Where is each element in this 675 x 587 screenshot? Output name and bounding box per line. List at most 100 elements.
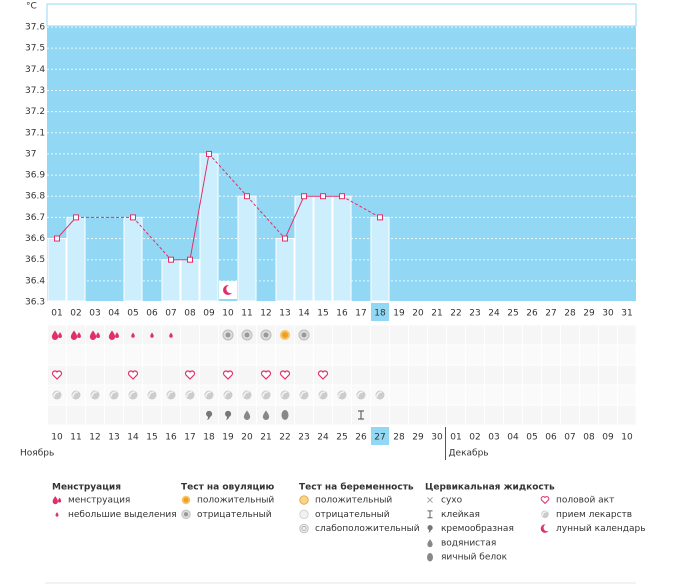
temperature-point <box>187 256 193 263</box>
temperature-bar <box>313 195 333 302</box>
date-label: 21 <box>260 433 271 443</box>
c <box>109 390 119 400</box>
x-tick-label: 28 <box>564 309 576 319</box>
icon-sticky <box>358 410 364 420</box>
y-tick-label: 36.3 <box>25 298 45 308</box>
unit-label: °C <box>26 2 37 12</box>
icon-pill <box>318 390 328 400</box>
icon-moon <box>537 520 553 537</box>
icon-moon <box>219 281 237 299</box>
icon-pill <box>375 390 385 400</box>
row-band <box>46 324 637 346</box>
h <box>184 370 196 380</box>
icon-pos <box>280 330 290 340</box>
icon-heavy <box>70 330 81 340</box>
date-label: 16 <box>165 433 177 443</box>
temperature-bar <box>370 216 390 302</box>
h <box>540 496 550 505</box>
c <box>147 390 157 400</box>
temperature-connector <box>341 195 381 218</box>
icon-watery <box>262 410 270 420</box>
c <box>261 390 271 400</box>
icon-neg <box>222 329 234 341</box>
row-band <box>46 404 637 426</box>
icon-heart <box>222 370 234 380</box>
x-tick-label: 18 <box>374 309 386 319</box>
temperature-connector <box>189 153 210 260</box>
y-tick-label: 36.4 <box>25 276 45 286</box>
legend-label: слабоположительный <box>315 524 420 534</box>
cr <box>225 410 232 420</box>
drop <box>427 539 433 548</box>
x-tick-label: 05 <box>127 309 138 319</box>
p <box>129 391 136 398</box>
drop <box>96 332 100 339</box>
icon-pill <box>356 390 366 400</box>
temperature-bar <box>123 216 143 302</box>
drop <box>58 332 62 339</box>
p <box>91 391 98 398</box>
icon-creamy <box>225 410 232 420</box>
c <box>263 332 269 338</box>
temperature-point <box>339 193 345 200</box>
date-label: 10 <box>51 433 63 443</box>
icon-egg <box>281 410 289 420</box>
c <box>301 526 307 532</box>
icon-pill <box>299 390 309 400</box>
x-tick-label: 21 <box>431 309 442 319</box>
icon-pill <box>147 390 157 400</box>
legend-title: Тест на беременность <box>299 482 414 493</box>
y-tick-label: 36.7 <box>25 213 45 223</box>
date-label: 01 <box>450 433 461 443</box>
x-tick-label: 14 <box>298 309 310 319</box>
date-label: 28 <box>393 433 405 443</box>
legend-label: положительный <box>197 496 274 506</box>
temperature-bar <box>66 216 86 302</box>
date-label: 24 <box>317 433 329 443</box>
x-tick-label: 08 <box>184 309 196 319</box>
h <box>317 370 329 380</box>
x-tick-label: 01 <box>51 309 62 319</box>
legend-label: отрицательный <box>197 510 272 520</box>
drop <box>169 332 173 338</box>
date-label: 14 <box>127 433 139 443</box>
icon-pill <box>541 510 549 519</box>
c <box>299 390 309 400</box>
p <box>376 391 383 398</box>
temperature-bar <box>180 259 200 302</box>
temperature-connector <box>208 153 248 197</box>
y-tick-label: 36.8 <box>25 192 45 202</box>
c <box>356 390 366 400</box>
icon-heavy <box>108 330 119 340</box>
icon-pill <box>71 390 81 400</box>
m2 <box>226 284 235 294</box>
p <box>319 391 326 398</box>
icon-neg <box>181 509 191 519</box>
icon-creamy <box>427 525 433 533</box>
icon-pill <box>128 390 138 400</box>
c <box>166 390 176 400</box>
y-tick-label: 36.6 <box>25 234 45 244</box>
temperature-point <box>244 193 250 200</box>
c <box>299 523 309 534</box>
p <box>300 391 307 398</box>
temperature-bar <box>47 238 67 302</box>
date-label: 12 <box>89 433 100 443</box>
p <box>110 391 117 398</box>
p <box>205 391 212 398</box>
date-label: 04 <box>507 433 519 443</box>
c <box>204 390 214 400</box>
drop <box>70 330 78 340</box>
icon-watery <box>427 539 433 548</box>
x-tick-label: 09 <box>203 309 215 319</box>
date-label: 05 <box>526 433 537 443</box>
legend-label: водянистая <box>441 538 496 548</box>
icon-pill <box>242 390 252 400</box>
x-tick-label: 16 <box>336 309 348 319</box>
legend-label: менструация <box>68 496 130 506</box>
y-tick-label: 37.6 <box>25 23 45 33</box>
legend-label: положительный <box>315 496 392 506</box>
c <box>242 390 252 400</box>
icon-heavy <box>52 496 62 505</box>
